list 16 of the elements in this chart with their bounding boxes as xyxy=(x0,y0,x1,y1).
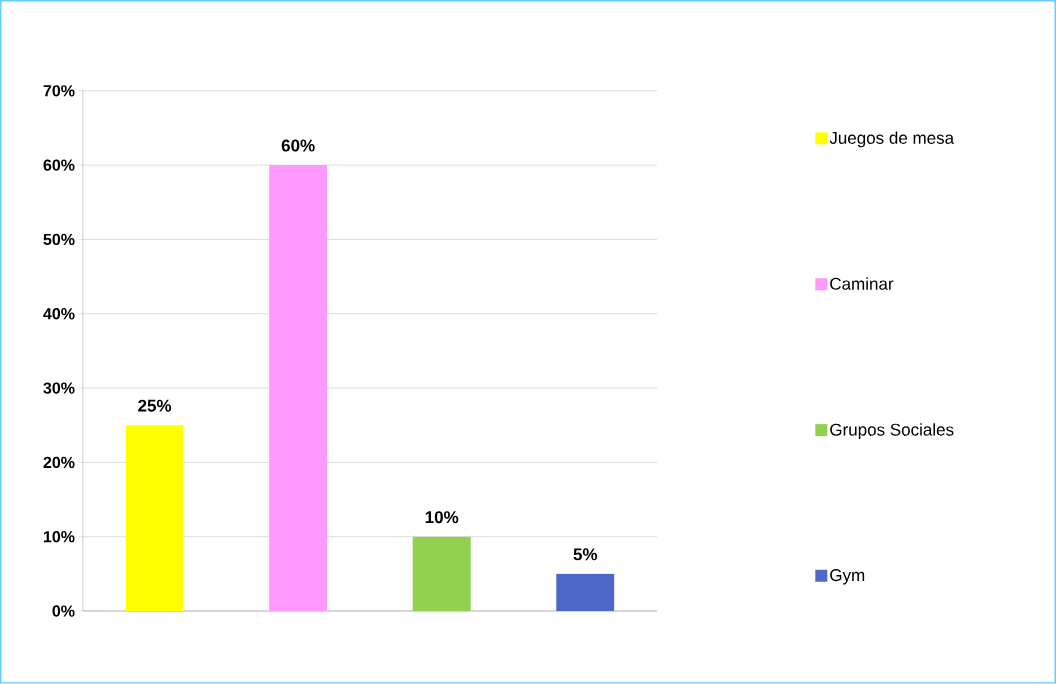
legend-label: Gym xyxy=(830,569,865,585)
data-label: 10% xyxy=(425,511,459,524)
legend-label: Caminar xyxy=(830,277,894,290)
data-label: 25% xyxy=(138,399,172,412)
legend-label: Grupos Sociales xyxy=(830,423,954,440)
data-label: 5% xyxy=(573,548,598,561)
data-label: 60% xyxy=(281,139,315,152)
y-tick-label: 20% xyxy=(43,456,75,469)
y-tick-label: 10% xyxy=(43,531,75,543)
y-tick-label: 30% xyxy=(43,382,75,394)
y-tick-label: 70% xyxy=(43,85,75,97)
y-tick-label: 60% xyxy=(43,159,75,171)
y-tick-label: 40% xyxy=(43,308,75,320)
legend-label: Juegos de mesa xyxy=(829,131,955,148)
y-tick-label: 0% xyxy=(52,605,75,617)
y-tick-label: 50% xyxy=(43,233,75,246)
